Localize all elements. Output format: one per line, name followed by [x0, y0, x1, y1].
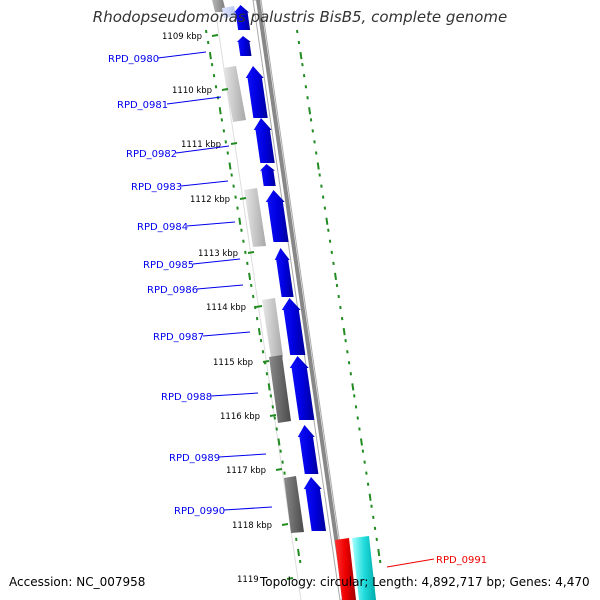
genome-title: Rhodopseudomonas palustris BisB5, comple…: [92, 8, 508, 26]
ruler-tick-label: 1111 kbp: [181, 140, 221, 150]
gene-arrow[interactable]: [281, 298, 306, 355]
gene-arrow[interactable]: [303, 477, 327, 531]
ruler-tick-label: 1116 kbp: [220, 412, 260, 422]
ruler-tick-label: 1113 kbp: [198, 249, 238, 259]
gene-arrow[interactable]: [274, 248, 294, 297]
highlight-features: [335, 536, 376, 600]
gene-arrow[interactable]: [253, 118, 275, 163]
ruler-tick-label: 1114 kbp: [206, 303, 246, 313]
gc-content-track: [205, 29, 382, 564]
ruler-tick: [286, 577, 294, 580]
ruler-tick-label: 1119: [237, 575, 259, 585]
gray-feature: [269, 355, 291, 423]
genome-summary: Topology: circular; Length: 4,892,717 bp…: [260, 575, 590, 589]
ruler-tick: [262, 360, 270, 363]
gene-label-RPD_0980[interactable]: RPD_0980: [108, 54, 159, 65]
reverse-strand-features: [212, 0, 304, 533]
ruler-tick: [255, 305, 263, 308]
gc-dot: [238, 217, 242, 225]
gene-label-RPD_0985[interactable]: RPD_0985: [143, 260, 194, 271]
forward-strand-genes: [234, 5, 327, 531]
gene-label-RPD_0989[interactable]: RPD_0989: [169, 453, 220, 464]
ruler-tick-label: 1118 kbp: [232, 521, 272, 531]
gene-leader-line: [218, 453, 267, 458]
gene-label-RPD_0983[interactable]: RPD_0983: [131, 182, 182, 193]
gene-arrow[interactable]: [234, 5, 251, 30]
ruler-tick-label: 1112 kbp: [190, 195, 230, 205]
gray-feature: [223, 66, 246, 122]
gray-feature: [244, 188, 266, 247]
gene-leader-line: [186, 221, 236, 227]
gene-arrow[interactable]: [259, 164, 276, 186]
gc-dot: [368, 493, 372, 501]
gene-arrow[interactable]: [236, 36, 252, 56]
gene-leader-line: [196, 284, 244, 290]
accession-text: Accession: NC_007958: [9, 575, 146, 589]
gray-feature: [284, 476, 304, 533]
gene-leader-line: [386, 558, 435, 568]
ruler-tick: [239, 197, 247, 200]
rna-feature: [352, 536, 376, 600]
gene-labels: RPD_0980 RPD_0981 RPD_0982 RPD_0983 RPD_0984…: [108, 51, 487, 568]
gc-dot: [257, 327, 261, 336]
gc-dot: [325, 217, 329, 225]
gene-arrow[interactable]: [245, 66, 268, 118]
ruler-tick-label: 1115 kbp: [213, 358, 253, 368]
gc-dot: [351, 383, 355, 391]
gene-leader-line: [166, 96, 222, 105]
gene-label-RPD_0991[interactable]: RPD_0991: [436, 555, 487, 566]
gene-RPD_0991-shape[interactable]: [335, 538, 356, 600]
gray-feature: [262, 298, 283, 358]
gc-dot: [334, 272, 338, 281]
gene-leader-line: [223, 506, 273, 511]
gene-label-RPD_0988[interactable]: RPD_0988: [161, 392, 212, 403]
gene-leader-line: [175, 145, 230, 154]
gene-leader-line: [210, 392, 259, 397]
gene-label-RPD_0987[interactable]: RPD_0987: [153, 332, 204, 343]
gc-dot: [248, 272, 252, 281]
gene-label-RPD_0990[interactable]: RPD_0990: [174, 506, 225, 517]
gene-label-RPD_0986[interactable]: RPD_0986: [147, 285, 198, 296]
ruler-tick-label: 1109 kbp: [162, 32, 202, 42]
ruler-tick: [211, 34, 219, 37]
gc-dot: [342, 327, 346, 336]
ruler-tick-label: 1110 kbp: [172, 86, 212, 96]
pale-feature: [222, 6, 236, 18]
gene-leader-line: [180, 180, 229, 187]
gc-dot: [316, 162, 320, 170]
gc-dot: [377, 548, 381, 557]
gc-dot: [299, 51, 303, 60]
gc-dot: [208, 51, 212, 60]
ruler-tick: [221, 88, 229, 91]
gc-dot: [267, 383, 271, 391]
gene-leader-line: [202, 331, 251, 337]
gene-leader-line: [192, 258, 241, 265]
ruler-tick: [247, 251, 255, 254]
gene-label-RPD_0984[interactable]: RPD_0984: [137, 222, 188, 233]
gene-leader-line: [157, 51, 207, 59]
ruler-tick: [230, 142, 238, 145]
ruler-tick: [269, 414, 277, 417]
gc-dot: [228, 162, 232, 170]
gc-dot: [277, 438, 281, 446]
gene-label-RPD_0981[interactable]: RPD_0981: [117, 100, 168, 111]
ruler-tick: [281, 523, 289, 526]
gc-dot: [308, 107, 312, 115]
ruler-tick-label: 1117 kbp: [226, 466, 266, 476]
gene-arrow[interactable]: [297, 425, 319, 474]
gc-dot: [359, 438, 363, 446]
gene-label-RPD_0982[interactable]: RPD_0982: [126, 149, 177, 160]
position-ruler: 1109 kbp 1110 kbp 1111 kbp 1112 kbp 1113 kbp…: [162, 32, 294, 585]
gc-dot: [218, 107, 222, 115]
gc-dot: [297, 548, 301, 557]
ruler-tick: [275, 468, 283, 471]
gene-arrow[interactable]: [265, 190, 289, 242]
gene-arrow[interactable]: [289, 356, 315, 420]
